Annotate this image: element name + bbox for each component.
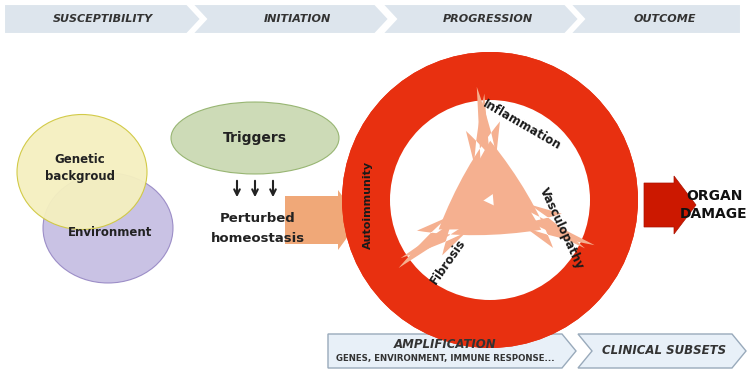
- Circle shape: [342, 52, 638, 348]
- Text: GENES, ENVIRONMENT, IMMUNE RESPONSE...: GENES, ENVIRONMENT, IMMUNE RESPONSE...: [336, 354, 554, 363]
- Circle shape: [351, 60, 630, 340]
- Circle shape: [390, 100, 590, 300]
- Text: SUSCEPTIBILITY: SUSCEPTIBILITY: [52, 14, 153, 24]
- Circle shape: [374, 84, 607, 316]
- Circle shape: [345, 55, 634, 345]
- Text: homeostasis: homeostasis: [211, 231, 305, 244]
- Circle shape: [385, 95, 595, 305]
- Circle shape: [357, 67, 623, 333]
- Ellipse shape: [171, 102, 339, 174]
- Polygon shape: [328, 334, 576, 368]
- Circle shape: [372, 82, 608, 318]
- Circle shape: [383, 93, 597, 307]
- Text: Autoimmunity: Autoimmunity: [363, 161, 373, 249]
- Text: Perturbed: Perturbed: [220, 211, 296, 225]
- Circle shape: [366, 75, 615, 325]
- Circle shape: [344, 54, 637, 346]
- Circle shape: [363, 74, 616, 327]
- Circle shape: [360, 70, 619, 330]
- Circle shape: [370, 80, 610, 320]
- Circle shape: [359, 69, 622, 332]
- Circle shape: [342, 52, 638, 348]
- Text: Inflammation: Inflammation: [481, 97, 563, 153]
- Circle shape: [369, 78, 611, 321]
- Text: Triggers: Triggers: [223, 131, 287, 145]
- FancyArrow shape: [285, 190, 360, 250]
- Circle shape: [367, 77, 613, 323]
- Circle shape: [380, 90, 600, 310]
- Ellipse shape: [43, 173, 173, 283]
- Text: Fibrosis: Fibrosis: [428, 237, 468, 287]
- Circle shape: [375, 85, 605, 315]
- Text: OUTCOME: OUTCOME: [633, 14, 696, 24]
- Ellipse shape: [17, 114, 147, 230]
- Circle shape: [377, 87, 603, 313]
- Polygon shape: [192, 4, 389, 34]
- Circle shape: [348, 58, 631, 341]
- Polygon shape: [382, 4, 579, 34]
- Polygon shape: [570, 4, 741, 34]
- Text: ORGAN
DAMAGE: ORGAN DAMAGE: [680, 189, 748, 220]
- Circle shape: [378, 88, 601, 312]
- Circle shape: [347, 57, 633, 343]
- Circle shape: [355, 65, 625, 335]
- Text: CLINICAL SUBSETS: CLINICAL SUBSETS: [602, 345, 726, 357]
- Circle shape: [352, 62, 628, 338]
- Text: Genetic
backgroud: Genetic backgroud: [45, 153, 115, 183]
- Text: Vasculopathy: Vasculopathy: [537, 185, 586, 271]
- Polygon shape: [4, 4, 201, 34]
- Circle shape: [362, 72, 618, 328]
- Circle shape: [386, 97, 593, 303]
- Circle shape: [354, 64, 626, 336]
- Circle shape: [382, 92, 598, 308]
- Text: AMPLIFICATION: AMPLIFICATION: [394, 338, 497, 351]
- Text: INITIATION: INITIATION: [264, 14, 331, 24]
- Circle shape: [390, 100, 590, 300]
- Circle shape: [388, 98, 592, 302]
- Text: Environment: Environment: [68, 225, 152, 238]
- FancyArrow shape: [644, 176, 696, 234]
- Polygon shape: [578, 334, 746, 368]
- Text: PROGRESSION: PROGRESSION: [443, 14, 533, 24]
